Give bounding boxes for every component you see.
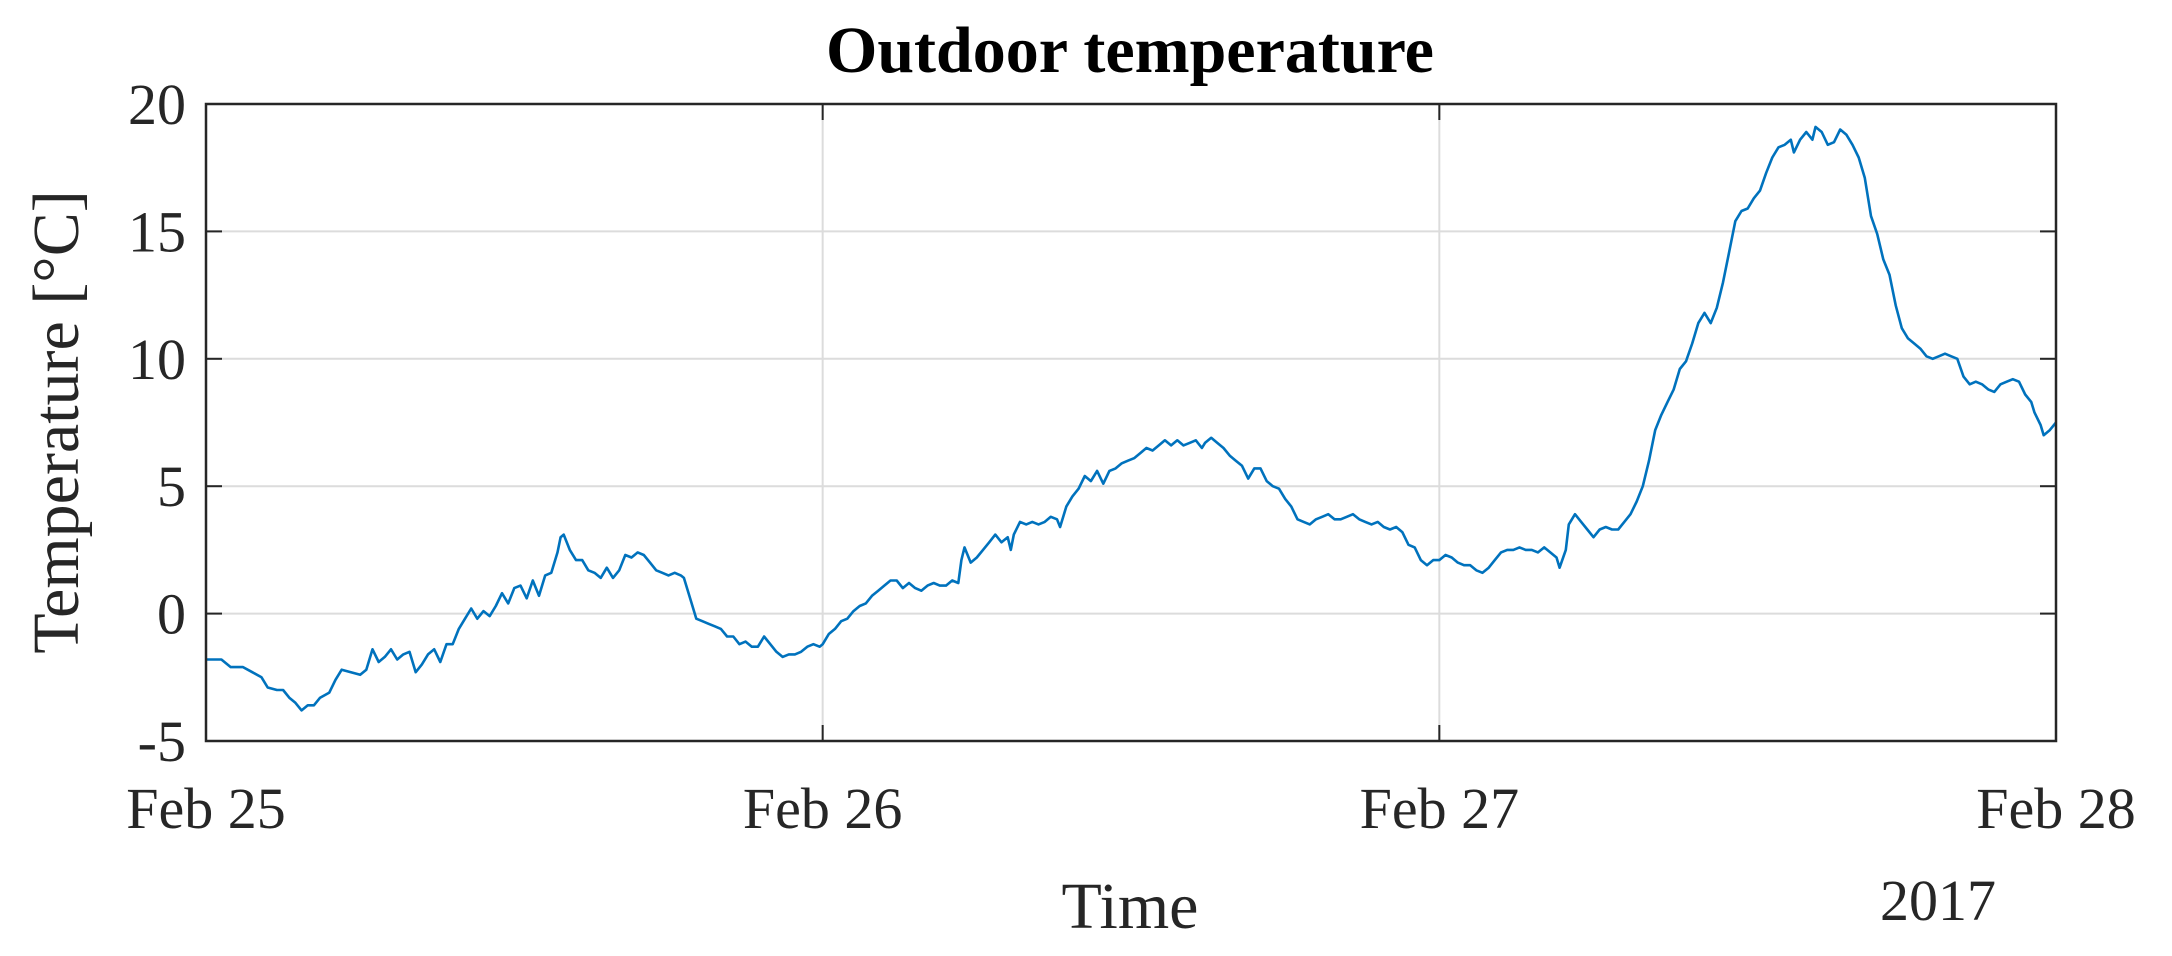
plot-frame: [204, 102, 2058, 743]
chart-title: Outdoor temperature: [826, 14, 1434, 87]
y-tick-label: 5: [157, 454, 186, 519]
x-tick-label: Feb 26: [743, 776, 903, 841]
y-tick-label: -5: [138, 709, 186, 774]
x-tick-label: Feb 27: [1360, 776, 1520, 841]
y-tick-label: 15: [128, 199, 186, 264]
x-axis-year-label: 2017: [1880, 868, 1996, 933]
tick-labels: -5 0 5 10 15 20 Feb 25 Feb 26 Feb 27 Feb 28: [126, 72, 2136, 841]
x-tick-label: Feb 28: [1976, 776, 2136, 841]
y-tick-label: 20: [128, 72, 186, 137]
temperature-series-line: [206, 125, 2058, 712]
series-line-group: [206, 125, 2058, 712]
y-axis-label: Temperature [°C]: [20, 190, 93, 653]
x-axis-label: Time: [1062, 870, 1199, 943]
x-tick-label: Feb 25: [126, 776, 286, 841]
grid-lines: [206, 104, 2056, 741]
axes: [204, 102, 2058, 743]
y-tick-label: 10: [128, 327, 186, 392]
y-tick-label: 0: [157, 582, 186, 647]
